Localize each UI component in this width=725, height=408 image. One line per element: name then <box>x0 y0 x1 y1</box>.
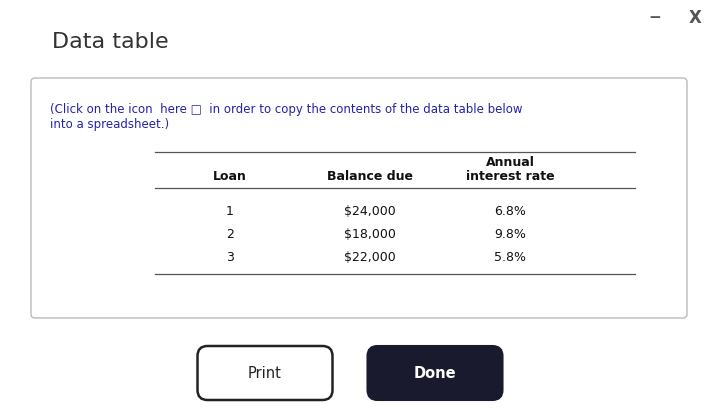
Text: $24,000: $24,000 <box>344 205 396 218</box>
Text: 6.8%: 6.8% <box>494 205 526 218</box>
Text: 1: 1 <box>226 205 234 218</box>
Text: interest rate: interest rate <box>465 170 555 183</box>
Text: Loan: Loan <box>213 170 247 183</box>
Text: 2: 2 <box>226 228 234 241</box>
FancyBboxPatch shape <box>368 346 502 400</box>
Text: $18,000: $18,000 <box>344 228 396 241</box>
Text: Balance due: Balance due <box>327 170 413 183</box>
Text: (Click on the icon  here □  in order to copy the contents of the data table belo: (Click on the icon here □ in order to co… <box>50 103 523 116</box>
Text: Annual: Annual <box>486 156 534 169</box>
Text: 9.8%: 9.8% <box>494 228 526 241</box>
Text: Data table: Data table <box>52 32 169 52</box>
Text: Print: Print <box>248 366 282 381</box>
Text: 3: 3 <box>226 251 234 264</box>
Text: X: X <box>689 9 701 27</box>
Text: −: − <box>649 11 661 25</box>
Text: $22,000: $22,000 <box>344 251 396 264</box>
FancyBboxPatch shape <box>197 346 333 400</box>
FancyBboxPatch shape <box>31 78 687 318</box>
Text: Done: Done <box>414 366 456 381</box>
Text: into a spreadsheet.): into a spreadsheet.) <box>50 118 169 131</box>
Text: 5.8%: 5.8% <box>494 251 526 264</box>
